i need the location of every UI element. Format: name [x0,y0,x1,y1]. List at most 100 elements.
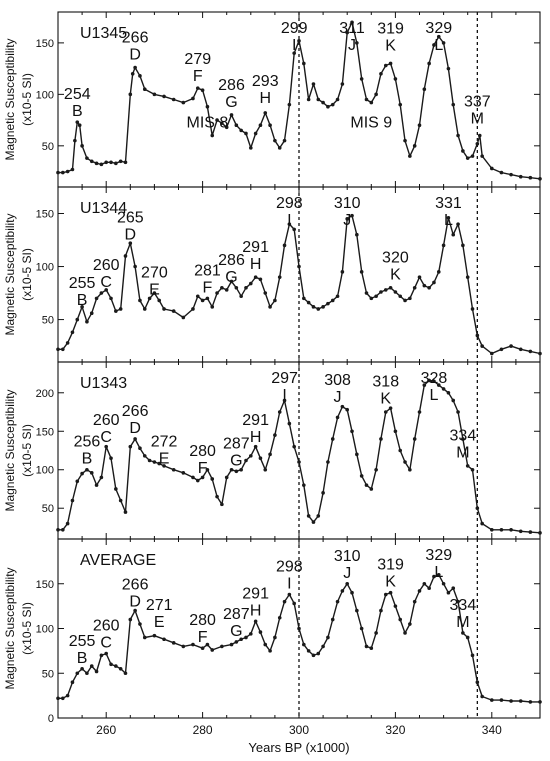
data-point [509,699,513,703]
data-point [191,96,195,101]
data-point [383,410,388,414]
peak-age: 279 [184,51,211,68]
data-point [393,290,398,294]
data-point [157,461,162,466]
peak-age: 318 [372,374,399,391]
peak-letter: F [203,279,213,296]
peak-age: 293 [252,73,279,90]
data-point [109,160,113,165]
data-point [65,521,70,526]
data-point [475,141,480,146]
data-point [142,307,147,311]
data-point [470,653,475,658]
peak-letter: H [250,429,262,446]
peak-age: 298 [276,558,303,575]
peak-age: 337 [464,93,491,110]
peak-age: 329 [425,20,452,37]
data-point [398,294,403,299]
data-point [282,398,287,403]
data-point [311,82,316,86]
data-point [142,454,147,458]
data-point [403,460,407,464]
peak-age: 331 [435,195,462,212]
data-point [215,118,219,122]
data-point [133,65,137,70]
peak-letter: M [456,614,469,631]
data-point [379,290,383,294]
data-point [345,407,350,412]
data-point [99,291,104,295]
data-point [538,176,542,181]
data-point [65,693,70,698]
data-point [379,437,383,441]
data-point [162,94,166,99]
data-point [138,298,142,303]
data-point [335,294,340,299]
data-point [446,590,451,595]
peak-age: 260 [93,257,120,274]
peak-letter: L [430,387,439,404]
data-point [89,311,94,316]
peak-letter: B [77,292,88,309]
data-point [350,20,354,25]
data-point [451,586,456,591]
data-point [191,642,195,647]
data-point [287,421,292,426]
data-point [94,296,99,301]
data-point [412,144,417,148]
y-tick-label: 50 [42,503,54,515]
data-point [75,671,80,676]
data-point [480,154,484,158]
data-point [538,531,542,535]
panel-u1343: 50 100 150 200 Magnetic Susceptibility (x10-5… [3,361,542,540]
panel-label: U1345 [80,25,127,42]
data-point [220,644,224,649]
data-point [422,283,427,288]
data-point [109,456,113,460]
peak-letter: E [149,281,160,298]
data-point [56,347,60,352]
data-point [56,527,60,532]
data-point [273,138,277,143]
peak-letter: E [154,614,165,631]
peak-age: 281 [194,262,221,279]
data-point [114,309,118,313]
data-point [75,479,80,484]
data-point [244,458,248,463]
data-point [417,589,422,593]
data-point [475,680,480,684]
data-point [451,102,456,107]
data-point [436,383,441,387]
peak-letter: C [100,635,112,652]
data-point [181,100,186,105]
data-point [388,285,393,290]
peak-age: 272 [151,434,178,451]
data-point [89,159,94,164]
data-point [263,111,268,115]
data-point [436,573,441,577]
data-point [234,123,239,128]
peak-letter: F [198,629,208,646]
data-point [239,637,243,642]
data-point [306,300,311,305]
data-point [249,146,253,150]
peak-age: 286 [218,77,245,94]
y-tick-label: 150 [36,38,54,50]
peak-age: 255 [69,275,96,292]
data-point [114,664,118,668]
data-point [316,514,321,518]
peak-letter: C [100,274,112,291]
data-point [234,640,239,644]
data-point [465,464,470,468]
peak-age: 266 [122,403,149,420]
peak-letter: K [390,267,401,284]
data-point [215,291,219,295]
peak-age: 266 [122,30,149,47]
y-tick-label: 50 [42,141,54,153]
data-point [326,635,330,640]
data-point [118,159,123,164]
data-point [229,113,234,117]
data-point [277,410,282,414]
data-point [350,213,354,218]
data-point [326,301,330,306]
